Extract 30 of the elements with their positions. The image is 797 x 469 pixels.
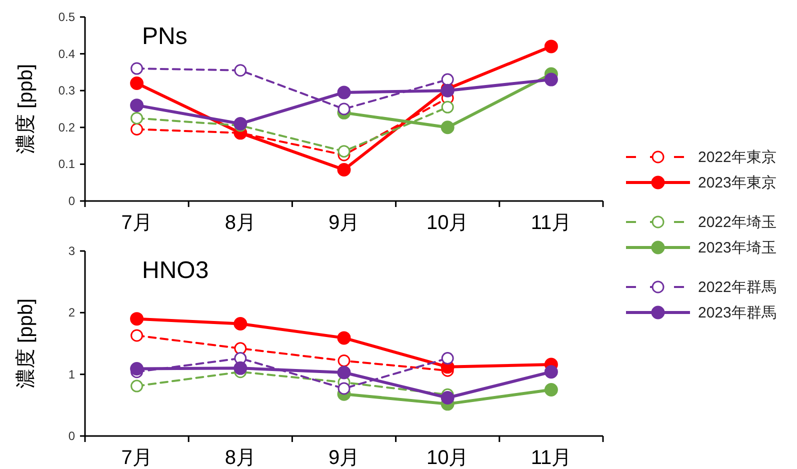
y-tick-label: 0.2 bbox=[58, 120, 76, 134]
legend-label: 2022年埼玉 bbox=[698, 214, 776, 231]
y-tick-label: 0.5 bbox=[58, 10, 76, 24]
legend-label: 2023年群馬 bbox=[698, 304, 776, 322]
x-tick-label: 11月 bbox=[530, 212, 572, 234]
x-tick-label: 10月 bbox=[426, 447, 469, 469]
legend-label: 2023年東京 bbox=[698, 174, 776, 192]
y-tick-label: 2 bbox=[68, 306, 76, 320]
x-tick-label: 7月 bbox=[121, 447, 152, 469]
y-axis-title: 濃度 [ppb] bbox=[15, 298, 37, 389]
chart-title: PNs bbox=[142, 23, 188, 50]
x-tick-label: 10月 bbox=[426, 212, 469, 234]
y-tick-label: 1 bbox=[68, 367, 76, 382]
x-tick-label: 9月 bbox=[328, 447, 360, 469]
y-tick-label: 0.1 bbox=[58, 157, 76, 172]
x-tick-label: 8月 bbox=[224, 212, 256, 234]
x-tick-label: 7月 bbox=[121, 212, 152, 234]
x-tick-label: 11月 bbox=[530, 447, 572, 469]
x-tick-label: 9月 bbox=[328, 212, 360, 234]
chart-title: HNO3 bbox=[142, 257, 209, 284]
y-tick-label: 0.3 bbox=[58, 84, 76, 98]
legend-label: 2022年群馬 bbox=[698, 279, 776, 296]
y-tick-label: 3 bbox=[68, 244, 76, 258]
legend-label: 2022年東京 bbox=[698, 149, 776, 166]
legend-label: 2023年埼玉 bbox=[698, 240, 776, 256]
y-tick-label: 0 bbox=[68, 429, 76, 443]
x-tick-label: 8月 bbox=[224, 447, 256, 469]
y-axis-title: 濃度 [ppb] bbox=[15, 64, 37, 154]
y-tick-label: 0 bbox=[68, 194, 76, 208]
y-tick-label: 0.4 bbox=[58, 46, 76, 61]
